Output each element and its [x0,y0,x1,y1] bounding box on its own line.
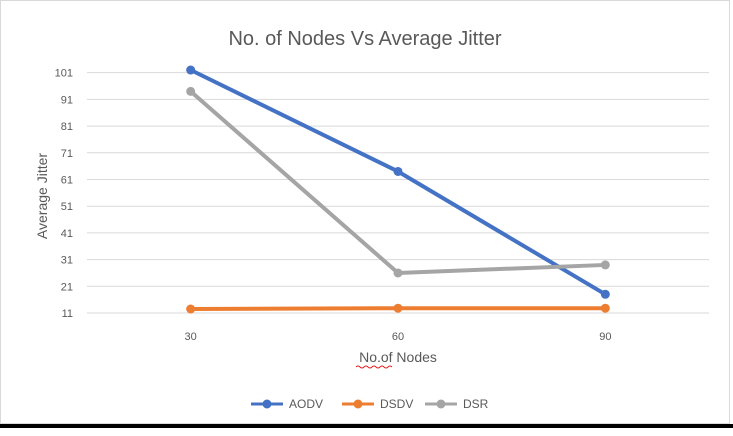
legend-item-dsdv: DSDV [342,397,413,411]
legend: AODV DSDV DSR [251,397,489,411]
data-point [600,260,610,270]
series-dsdv [186,303,610,314]
series-lines [186,65,610,314]
y-tick-label: 101 [55,68,73,80]
chart-frame [0,0,730,424]
x-axis-title: No.of Nodes [359,349,437,365]
x-tick-label: 90 [599,331,611,343]
y-tick-label: 31 [61,255,73,267]
x-tick-labels: 30 60 90 [185,331,612,343]
data-point [393,268,403,278]
legend-item-dsr: DSR [425,397,489,411]
spellcheck-underline [355,365,393,369]
legend-item-aodv: AODV [251,397,323,411]
legend-swatch-marker [353,399,363,409]
series-line [188,89,608,275]
y-tick-labels: 11 21 31 41 51 61 71 81 91 101 [55,68,73,320]
series-aodv [186,65,610,299]
y-tick-label: 61 [61,174,73,186]
data-point [600,289,610,299]
legend-label: DSR [463,397,489,411]
data-point [186,304,196,314]
legend-label: DSDV [380,397,413,411]
y-tick-label: 71 [61,148,73,160]
legend-swatch-marker [262,399,272,409]
data-point [600,303,610,313]
legend-label: AODV [289,397,323,411]
legend-swatch-marker [436,399,446,409]
y-tick-label: 21 [61,281,73,293]
chart-title: No. of Nodes Vs Average Jitter [228,28,501,50]
y-tick-label: 51 [61,201,73,213]
y-tick-label: 81 [61,121,73,133]
data-point [393,166,403,176]
data-point [186,65,196,75]
y-tick-label: 41 [61,228,73,240]
series-line [188,68,608,297]
y-tick-label: 11 [62,308,73,320]
data-point [393,303,403,313]
series-dsr [186,86,610,278]
x-tick-label: 30 [185,331,197,343]
data-point [186,86,196,96]
y-tick-label: 91 [61,94,73,106]
bottom-rule [0,424,733,428]
x-tick-label: 60 [392,331,404,343]
y-axis-title: Average Jitter [34,153,50,239]
